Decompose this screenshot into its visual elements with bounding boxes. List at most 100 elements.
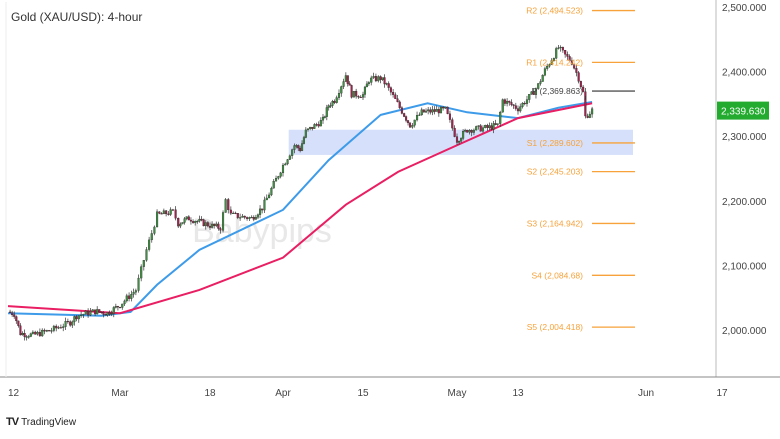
candle	[396, 98, 399, 103]
time-tick-label: Apr	[275, 388, 291, 399]
candle	[293, 145, 296, 150]
candle	[501, 99, 504, 113]
current-price-badge	[717, 101, 769, 120]
candle	[102, 312, 105, 315]
candle	[429, 109, 432, 113]
candle	[460, 138, 463, 142]
candle	[420, 109, 423, 116]
candle	[64, 321, 67, 327]
candle	[486, 125, 489, 128]
candle	[512, 104, 515, 106]
candle	[389, 87, 392, 93]
candle	[148, 239, 151, 250]
candle	[41, 329, 44, 337]
candle	[121, 303, 124, 308]
candle	[239, 217, 242, 219]
candle	[291, 149, 294, 156]
candle	[377, 76, 380, 82]
candle	[573, 64, 576, 69]
candle	[202, 219, 205, 227]
candle	[325, 107, 328, 117]
candle	[153, 226, 156, 234]
candle	[96, 309, 99, 315]
candle	[415, 115, 419, 121]
candle	[484, 125, 487, 128]
candle	[75, 316, 78, 320]
time-tick-label: 15	[357, 388, 369, 399]
candle	[171, 209, 174, 211]
tradingview-logo[interactable]: TV TradingView	[6, 416, 76, 428]
candle	[156, 211, 159, 228]
candle	[514, 105, 517, 109]
candle	[130, 294, 133, 299]
candle	[125, 295, 128, 302]
pivot-label: R1 (2,414.242)	[526, 57, 583, 67]
candle	[137, 277, 140, 291]
candle	[406, 120, 410, 123]
candle	[552, 58, 555, 61]
candle	[59, 327, 62, 329]
candle	[17, 320, 20, 326]
candle	[411, 125, 414, 128]
candle	[185, 216, 188, 219]
candle	[350, 85, 353, 98]
pivot-label: S3 (2,164.942)	[527, 218, 583, 228]
candle	[519, 106, 522, 112]
candle	[284, 163, 287, 166]
candle	[442, 106, 445, 109]
candle	[21, 333, 24, 336]
time-tick-label: 12	[8, 388, 20, 399]
chart-title: Gold (XAU/USD): 4-hour	[11, 10, 143, 24]
candle	[192, 221, 195, 223]
candle	[481, 127, 485, 132]
candle	[270, 187, 273, 196]
candle	[329, 105, 332, 107]
price-tick-label: 2,000.000	[722, 326, 767, 337]
candle	[335, 97, 338, 103]
candle	[19, 325, 22, 336]
candle	[263, 199, 266, 211]
time-tick-label: Mar	[111, 388, 129, 399]
time-tick-label: 17	[716, 388, 728, 399]
candle	[344, 75, 347, 82]
candle	[145, 249, 148, 261]
candle	[468, 130, 471, 133]
candle	[374, 76, 377, 82]
candle	[162, 210, 165, 215]
candle	[215, 223, 218, 226]
candle	[557, 47, 560, 49]
candle	[11, 312, 14, 316]
candle	[246, 217, 249, 219]
candle	[177, 217, 180, 227]
candle	[453, 127, 456, 137]
candle	[361, 94, 365, 98]
candle	[304, 129, 307, 138]
candle	[323, 116, 326, 118]
candle	[241, 215, 244, 218]
candle	[219, 228, 222, 231]
candle	[508, 100, 511, 103]
candle	[488, 125, 491, 128]
candle	[398, 101, 401, 108]
candle	[537, 83, 540, 89]
pivot-label: S2 (2,245.203)	[527, 167, 583, 177]
candle	[492, 123, 495, 130]
candle	[213, 223, 216, 226]
pivot-label: P (2,369.863)	[532, 86, 584, 96]
candle	[299, 147, 302, 151]
candle	[48, 330, 51, 332]
candle	[43, 329, 46, 332]
candle	[297, 145, 300, 149]
candle	[217, 223, 220, 229]
candle	[418, 114, 421, 116]
candle	[183, 218, 186, 223]
time-tick-label: May	[448, 388, 467, 399]
candle	[181, 222, 184, 225]
candle	[435, 109, 438, 112]
candle	[118, 306, 122, 309]
candle	[256, 214, 260, 218]
tradingview-icon: TV	[6, 416, 19, 428]
